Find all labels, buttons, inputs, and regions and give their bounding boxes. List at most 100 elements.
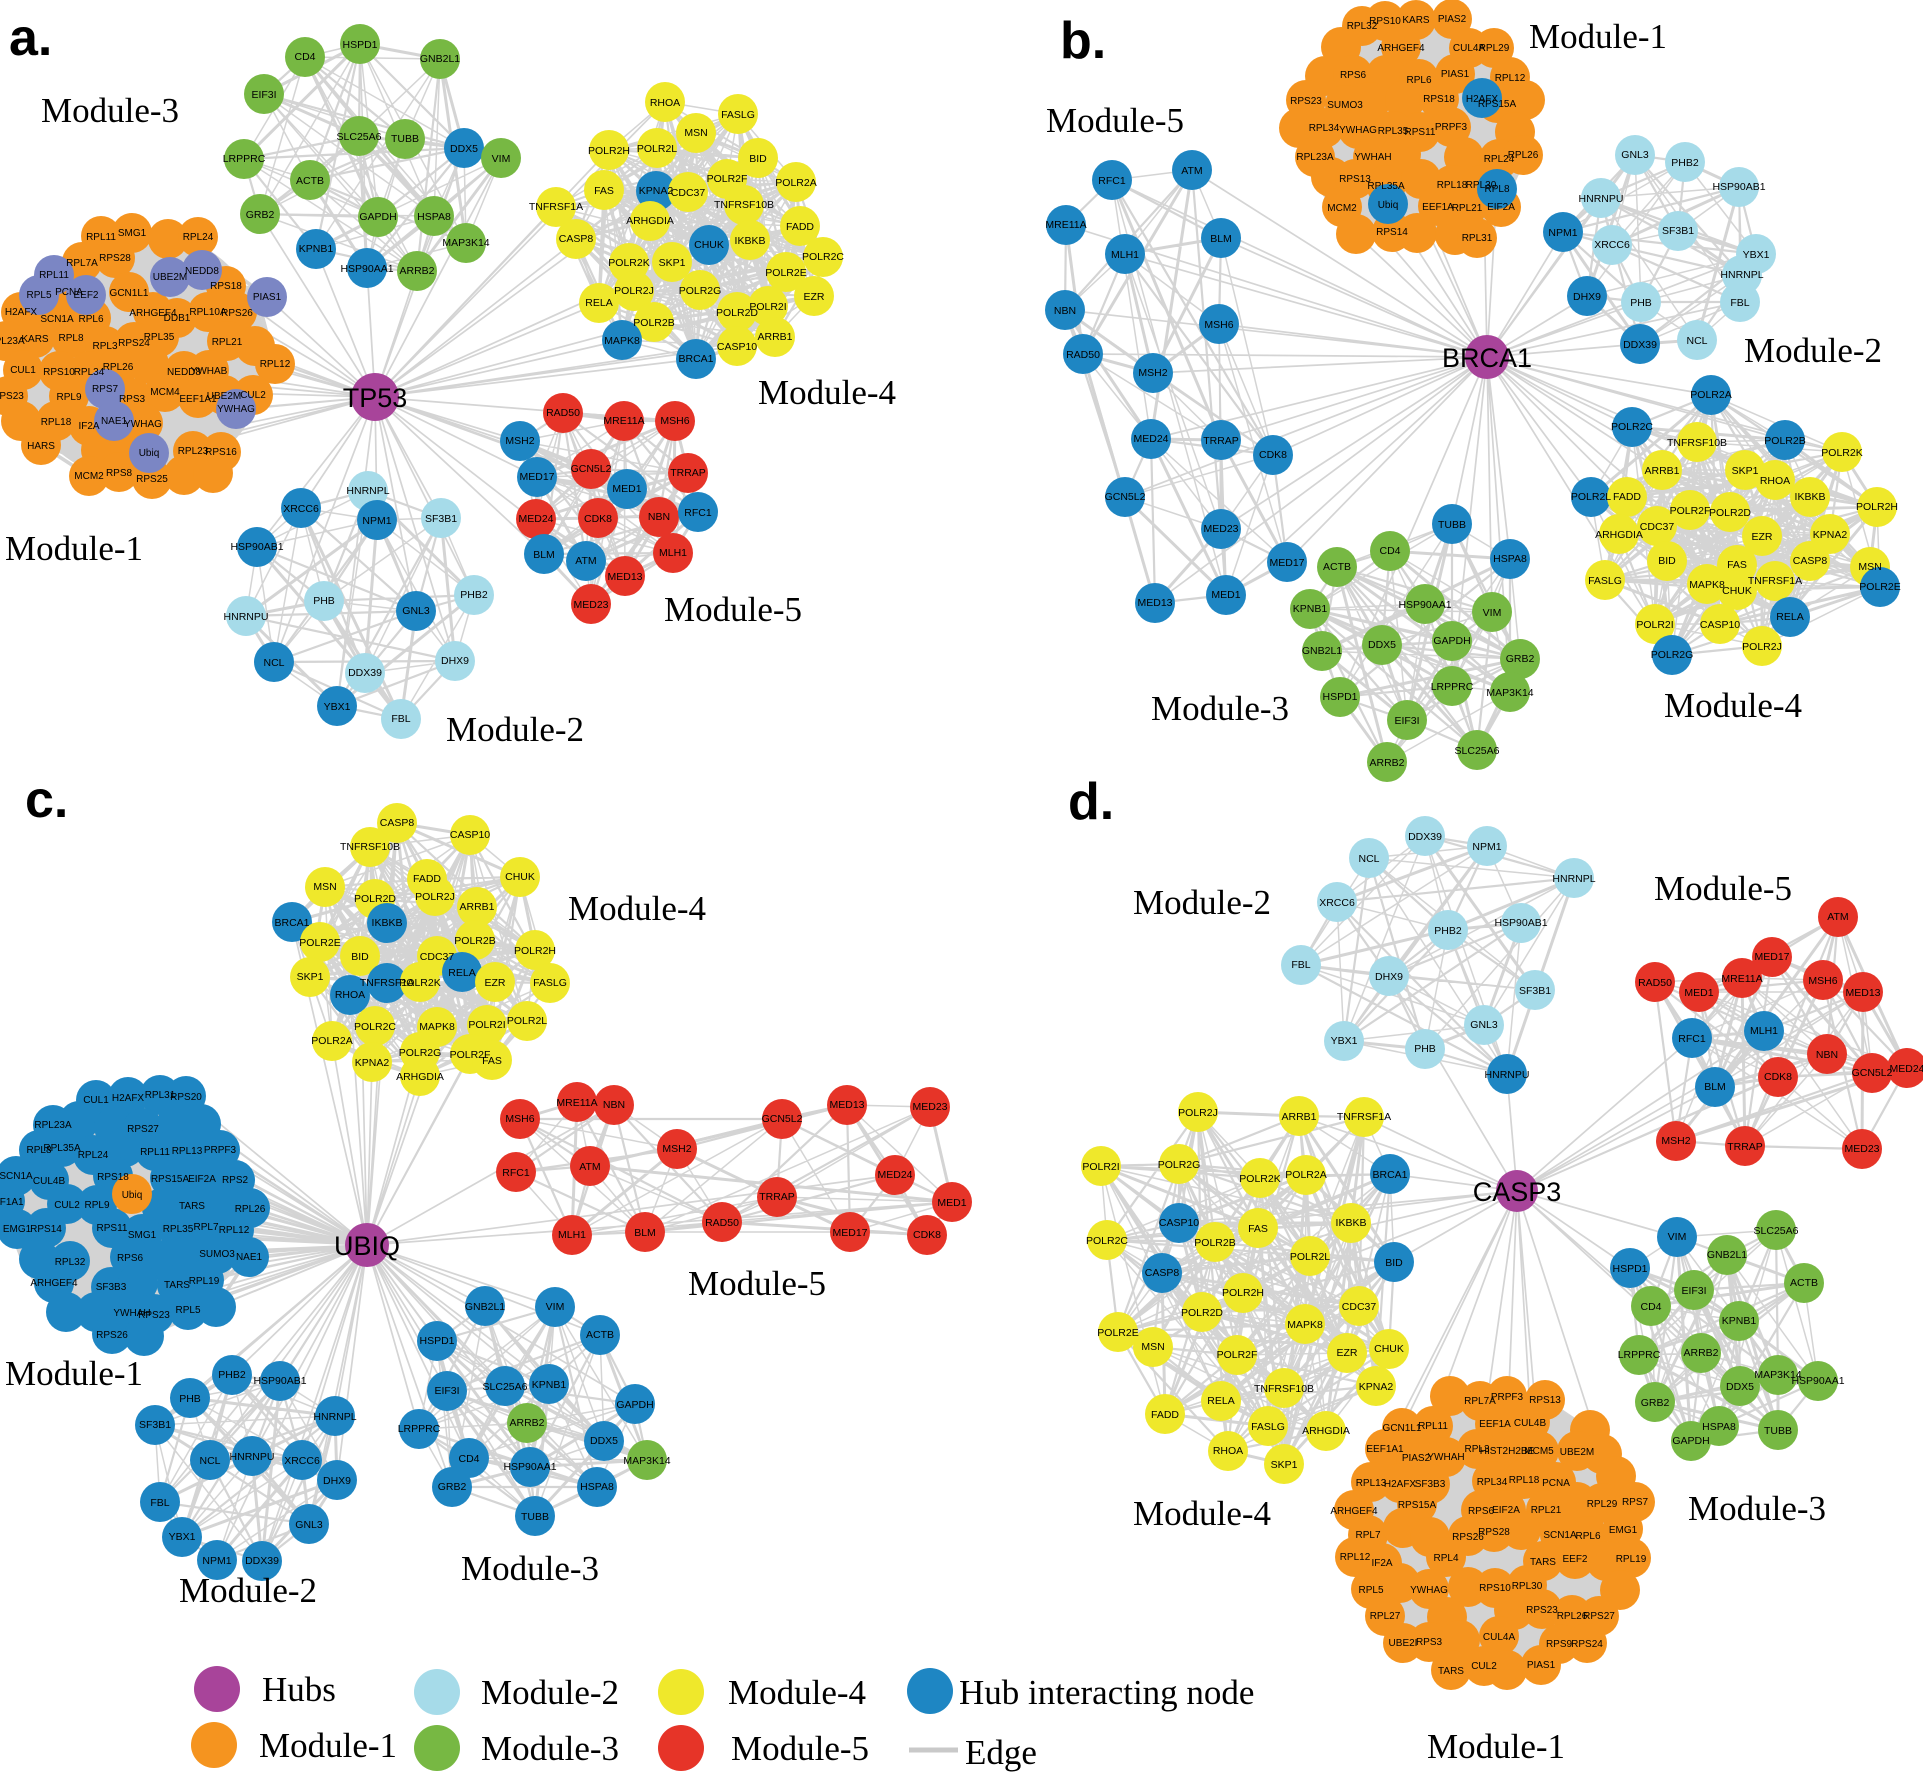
svg-text:RPL32: RPL32: [55, 1257, 86, 1268]
svg-text:POLR2B: POLR2B: [1764, 435, 1805, 447]
svg-text:SMG1: SMG1: [128, 1230, 157, 1241]
svg-text:RPL35A: RPL35A: [43, 1143, 81, 1154]
svg-text:CDC37: CDC37: [420, 951, 455, 963]
svg-text:CASP8: CASP8: [559, 233, 594, 245]
svg-text:RPS26: RPS26: [221, 308, 253, 319]
svg-text:RPS28: RPS28: [1478, 1527, 1510, 1538]
svg-text:HSPD1: HSPD1: [342, 39, 377, 51]
svg-text:H2AFX: H2AFX: [1466, 94, 1499, 105]
svg-text:Module-3: Module-3: [1151, 689, 1289, 728]
svg-text:SKP1: SKP1: [1732, 465, 1759, 477]
svg-text:HSP90AA1: HSP90AA1: [1791, 1375, 1844, 1387]
svg-text:BRCA1: BRCA1: [274, 917, 309, 929]
svg-text:TP53: TP53: [343, 383, 408, 413]
svg-text:YBX1: YBX1: [169, 1531, 196, 1543]
svg-text:Module-5: Module-5: [1046, 101, 1184, 140]
svg-text:Module-3: Module-3: [41, 91, 179, 130]
svg-text:RPL21: RPL21: [212, 337, 243, 348]
svg-text:Module-2: Module-2: [481, 1673, 619, 1712]
svg-text:CASP8: CASP8: [1793, 555, 1828, 567]
svg-text:d.: d.: [1068, 773, 1114, 831]
svg-text:GRB2: GRB2: [1506, 653, 1535, 665]
svg-text:GCN1L1: GCN1L1: [1383, 1423, 1422, 1434]
svg-text:RPS24: RPS24: [1571, 1639, 1603, 1650]
svg-text:GAPDH: GAPDH: [1433, 635, 1470, 647]
svg-text:PHB: PHB: [313, 595, 335, 607]
svg-text:HSPD1: HSPD1: [1612, 1263, 1647, 1275]
svg-text:NEDD8: NEDD8: [167, 367, 201, 378]
svg-text:KPNA2: KPNA2: [1813, 529, 1848, 541]
svg-text:RPS9: RPS9: [1546, 1639, 1573, 1650]
svg-text:MAP3K14: MAP3K14: [1754, 1369, 1801, 1381]
svg-text:KPNB1: KPNB1: [532, 1379, 567, 1391]
svg-text:IKBKB: IKBKB: [1795, 491, 1826, 503]
svg-text:RPL11: RPL11: [140, 1147, 170, 1158]
svg-text:BLM: BLM: [533, 549, 555, 561]
svg-text:RPL18: RPL18: [1509, 1475, 1540, 1486]
svg-text:MSH2: MSH2: [505, 435, 534, 447]
svg-text:POLR2J: POLR2J: [1742, 641, 1782, 653]
svg-text:POLR2C: POLR2C: [1086, 1235, 1128, 1247]
svg-text:NBN: NBN: [648, 511, 670, 523]
svg-text:IF2A: IF2A: [78, 421, 99, 432]
svg-text:FASLG: FASLG: [1588, 575, 1622, 587]
svg-text:GNL3: GNL3: [295, 1519, 323, 1531]
svg-text:MCM4: MCM4: [150, 387, 180, 398]
svg-text:POLR2E: POLR2E: [765, 267, 806, 279]
svg-text:IKBKB: IKBKB: [735, 235, 766, 247]
svg-text:BID: BID: [1658, 555, 1676, 567]
svg-text:EMG1: EMG1: [1609, 1525, 1638, 1536]
svg-text:RPL24: RPL24: [78, 1150, 109, 1161]
svg-text:RHOA: RHOA: [1760, 475, 1790, 487]
svg-text:RPL7: RPL7: [193, 1222, 218, 1233]
svg-text:CHUK: CHUK: [505, 871, 535, 883]
svg-text:Edge: Edge: [965, 1733, 1037, 1772]
svg-text:Module-1: Module-1: [1529, 17, 1667, 56]
svg-text:RHOA: RHOA: [650, 97, 680, 109]
svg-text:RPS23: RPS23: [0, 391, 24, 402]
svg-text:POLR2J: POLR2J: [415, 891, 455, 903]
svg-text:RPS6: RPS6: [117, 1253, 144, 1264]
svg-text:POLR2K: POLR2K: [1239, 1173, 1280, 1185]
svg-text:HSPA8: HSPA8: [417, 211, 451, 223]
svg-text:HNRNPL: HNRNPL: [346, 485, 389, 497]
svg-text:IKBKB: IKBKB: [372, 917, 403, 929]
svg-text:EEF1A: EEF1A: [1422, 202, 1454, 213]
svg-text:RPL3: RPL3: [92, 341, 117, 352]
svg-text:EZR: EZR: [1337, 1347, 1358, 1359]
svg-text:DDX5: DDX5: [450, 143, 478, 155]
svg-text:RPL5: RPL5: [1358, 1585, 1383, 1596]
svg-text:RPL30: RPL30: [1466, 180, 1497, 191]
svg-text:RPL4: RPL4: [1433, 1553, 1458, 1564]
svg-text:CASP10: CASP10: [450, 829, 490, 841]
svg-text:POLR2B: POLR2B: [1194, 1237, 1235, 1249]
svg-text:RHOA: RHOA: [335, 989, 365, 1001]
svg-text:EZR: EZR: [485, 977, 506, 989]
svg-text:EIF2A: EIF2A: [1487, 202, 1515, 213]
svg-text:KPNA2: KPNA2: [1359, 1381, 1394, 1393]
svg-text:RPL12: RPL12: [219, 1225, 250, 1236]
svg-text:RPL29: RPL29: [1587, 1499, 1618, 1510]
svg-text:FASLG: FASLG: [1251, 1421, 1285, 1433]
svg-text:RPS24: RPS24: [118, 338, 150, 349]
svg-text:RPL8: RPL8: [58, 333, 83, 344]
svg-text:MED1: MED1: [937, 1197, 966, 1209]
svg-text:PRPF3: PRPF3: [1491, 1392, 1524, 1403]
svg-text:ARRB2: ARRB2: [1683, 1347, 1718, 1359]
svg-text:FBL: FBL: [1291, 959, 1310, 971]
svg-text:GNB2L1: GNB2L1: [1302, 645, 1342, 657]
svg-text:RPL34: RPL34: [1309, 123, 1340, 134]
svg-text:RPS6: RPS6: [1340, 70, 1367, 81]
svg-text:POLR2G: POLR2G: [1651, 649, 1694, 661]
svg-text:ARRB2: ARRB2: [399, 265, 434, 277]
svg-text:MED1: MED1: [1211, 589, 1240, 601]
svg-text:NPM1: NPM1: [362, 515, 391, 527]
svg-text:RFC1: RFC1: [502, 1167, 530, 1179]
svg-text:PHB2: PHB2: [460, 589, 488, 601]
svg-text:SUMO3: SUMO3: [1327, 100, 1363, 111]
svg-text:IF2A: IF2A: [1371, 1558, 1392, 1569]
svg-text:RPS10: RPS10: [43, 367, 75, 378]
svg-text:MED23: MED23: [1844, 1143, 1879, 1155]
svg-text:CUL4B: CUL4B: [33, 1176, 66, 1187]
svg-text:RAD50: RAD50: [1638, 977, 1672, 989]
